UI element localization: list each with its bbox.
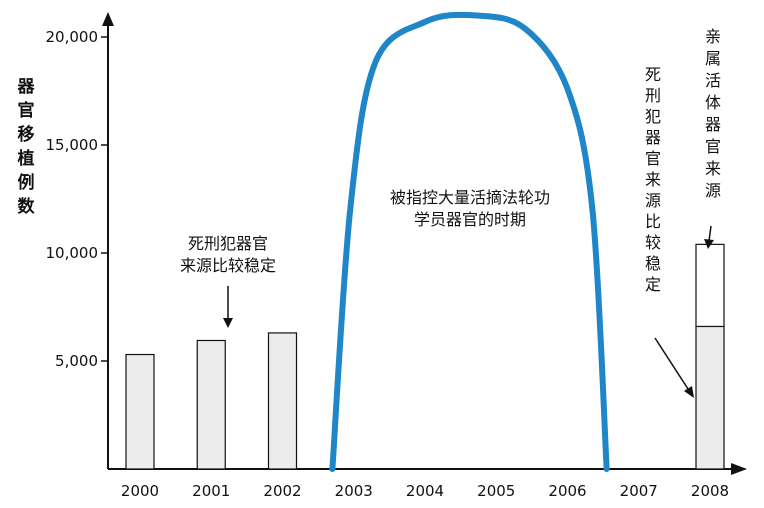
arrow-far-right-shaft <box>708 225 712 242</box>
bar-2002 <box>267 332 298 470</box>
x-tick-label: 2005 <box>477 482 515 500</box>
x-tick-label: 2003 <box>335 482 373 500</box>
y-axis-label-char: 官 <box>18 100 35 121</box>
annotation-right-char: 犯 <box>645 107 661 126</box>
annotation-right-char: 定 <box>645 275 661 294</box>
x-axis-arrowhead <box>731 463 747 475</box>
bar-segment-2008-1 <box>695 243 725 328</box>
x-tick-label: 2007 <box>620 482 658 500</box>
annotation-left-line: 来源比较稳定 <box>180 256 276 275</box>
y-axis-label-char: 数 <box>18 196 36 217</box>
arrow-left-head <box>223 318 233 328</box>
bar-2000 <box>125 353 155 470</box>
bar-segment-2008-0 <box>695 325 725 470</box>
annotation-far-right-char: 源 <box>705 181 721 200</box>
y-tick-label: 5,000 <box>55 352 98 370</box>
arrow-far-right-head <box>704 239 714 249</box>
annotation-right-char: 死 <box>645 65 661 84</box>
curve-group <box>329 11 610 472</box>
annotation-right-char: 比 <box>645 212 661 231</box>
annotation-right-char: 器 <box>645 128 661 147</box>
bars <box>125 243 725 470</box>
annotation-right-char: 稳 <box>645 254 661 273</box>
annotation-far-right-char: 活 <box>705 71 721 90</box>
annotation-right-char: 较 <box>645 233 661 252</box>
bar-2001 <box>196 339 226 470</box>
x-tick-label: 2004 <box>406 482 444 500</box>
y-axis-label-char: 植 <box>18 148 35 169</box>
y-tick-label: 15,000 <box>46 136 99 154</box>
x-tick-label: 2001 <box>192 482 230 500</box>
x-tick-label: 2002 <box>263 482 301 500</box>
ticks: 5,000 10,000 15,000 20,000 2000 2001 2002 2003 2… <box>46 28 730 500</box>
annotation-far-right-char: 器 <box>705 115 721 134</box>
y-axis-label-char: 移 <box>18 124 35 145</box>
annotation-center-line: 学员器官的时期 <box>414 210 526 229</box>
annotation-far-right-char: 来 <box>705 159 721 178</box>
annotations: 死刑犯器官来源比较稳定被指控大量活摘法轮功学员器官的时期死刑犯器官来源比较稳定亲… <box>180 27 721 398</box>
x-tick-label: 2008 <box>691 482 729 500</box>
alleged-period-curve <box>329 11 610 472</box>
annotation-right-char: 来 <box>645 170 661 189</box>
annotation-center-line: 被指控大量活摘法轮功 <box>390 188 550 207</box>
annotation-far-right-char: 体 <box>705 93 721 112</box>
annotation-right-char: 刑 <box>645 86 661 105</box>
y-axis-label-char: 例 <box>18 172 35 193</box>
x-tick-label: 2000 <box>121 482 159 500</box>
annotation-right-char: 源 <box>645 191 661 210</box>
annotation-far-right-char: 属 <box>705 49 721 68</box>
y-tick-label: 10,000 <box>46 244 99 262</box>
y-axis-label-char: 器 <box>17 77 36 97</box>
annotation-far-right-char: 官 <box>705 137 721 156</box>
x-tick-label: 2006 <box>548 482 586 500</box>
annotation-far-right-char: 亲 <box>705 27 721 46</box>
annotation-right-char: 官 <box>645 149 661 168</box>
annotation-left-line: 死刑犯器官 <box>188 234 268 253</box>
y-axis-arrowhead <box>102 12 114 26</box>
y-tick-label: 20,000 <box>46 28 99 46</box>
arrow-right-head <box>684 386 694 398</box>
arrow-right-shaft <box>654 337 691 393</box>
